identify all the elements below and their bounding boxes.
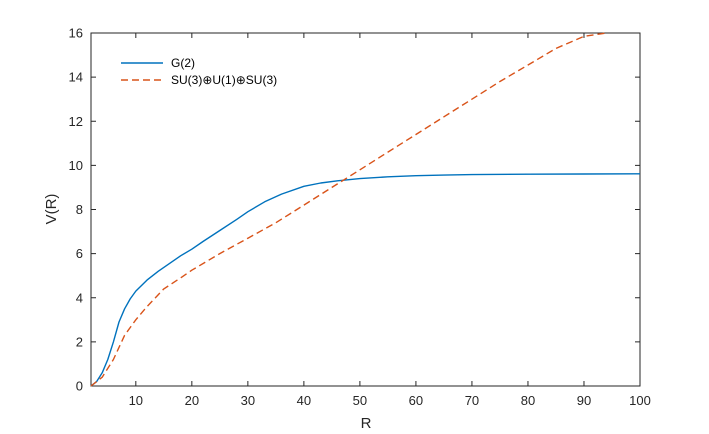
x-tick-label: 80 <box>521 393 535 408</box>
series-layer <box>90 32 641 387</box>
y-axis-ticks: 0 2 4 6 8 10 12 14 16 <box>69 26 640 394</box>
x-tick-label: 90 <box>577 393 591 408</box>
x-tick-label: 10 <box>129 393 143 408</box>
x-tick-label: 50 <box>353 393 367 408</box>
y-axis-label: V(R) <box>43 194 60 225</box>
y-tick-label: 0 <box>76 379 83 394</box>
y-tick-label: 12 <box>69 114 83 129</box>
x-tick-label: 20 <box>185 393 199 408</box>
x-axis-ticks: 10 20 30 40 50 60 70 80 90 100 <box>129 33 651 408</box>
y-tick-label: 4 <box>76 290 83 305</box>
series-line-1 <box>90 32 607 387</box>
legend: G(2) SU(3)⊕U(1)⊕SU(3) <box>121 56 277 87</box>
plot-area <box>90 32 641 387</box>
y-tick-label: 10 <box>69 158 83 173</box>
y-tick-label: 8 <box>76 202 83 217</box>
series-line-0 <box>90 173 641 387</box>
legend-label: G(2) <box>171 56 195 70</box>
legend-label: SU(3)⊕U(1)⊕SU(3) <box>171 73 277 87</box>
x-tick-label: 100 <box>629 393 651 408</box>
y-tick-label: 2 <box>76 334 83 349</box>
x-tick-label: 60 <box>409 393 423 408</box>
x-tick-label: 70 <box>465 393 479 408</box>
y-tick-label: 14 <box>69 70 83 85</box>
x-tick-label: 30 <box>241 393 255 408</box>
x-tick-label: 40 <box>297 393 311 408</box>
x-axis-label: R <box>361 415 372 432</box>
y-tick-label: 6 <box>76 246 83 261</box>
y-tick-label: 16 <box>69 26 83 41</box>
